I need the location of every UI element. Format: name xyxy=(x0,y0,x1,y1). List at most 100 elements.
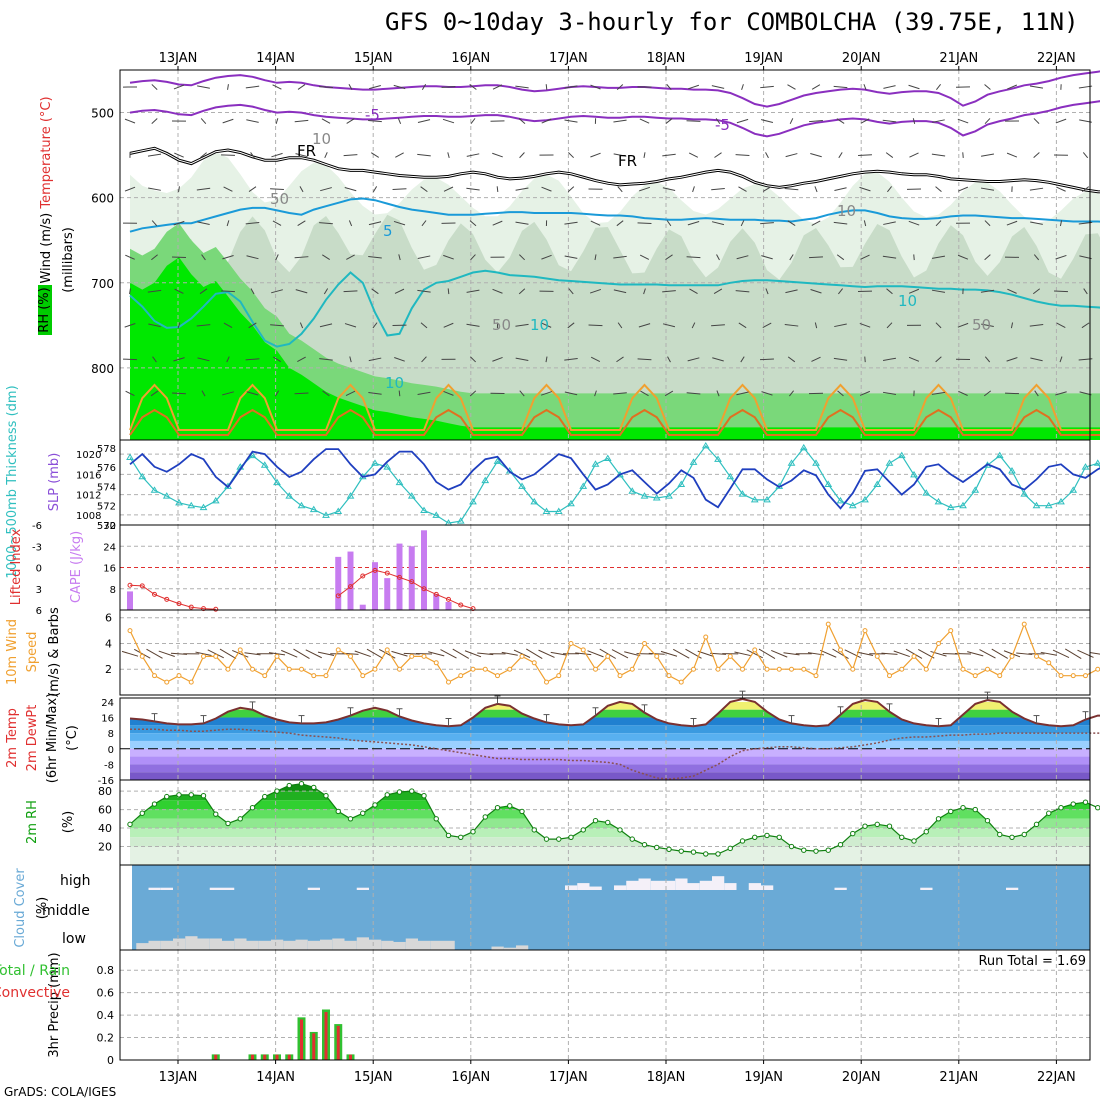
cape-bar xyxy=(372,562,378,610)
wind-speed-marker xyxy=(948,628,954,634)
wind-barb xyxy=(587,650,604,658)
rh-marker xyxy=(249,805,256,811)
wind-barb xyxy=(343,154,358,157)
wind-barb xyxy=(246,391,259,396)
temp-ylabel-1: 2m Temp xyxy=(5,708,20,768)
rh-marker xyxy=(592,817,599,824)
wind-barb xyxy=(147,153,162,157)
rh-marker xyxy=(176,792,182,798)
thickness-marker xyxy=(285,492,294,499)
thickness-tick-label: 578 xyxy=(97,444,116,455)
wind-barb xyxy=(905,648,923,659)
wind-barb xyxy=(760,119,774,124)
thickness-marker xyxy=(628,487,637,494)
wind-barb xyxy=(599,648,617,659)
wind-barb xyxy=(590,220,601,226)
rh-marker xyxy=(654,844,660,851)
cloud-cell xyxy=(1006,887,1019,890)
cape-bar xyxy=(433,594,440,610)
wind-barb xyxy=(152,356,157,363)
cloud-cell xyxy=(491,946,504,950)
wind-speed-marker xyxy=(764,666,770,672)
wind-speed-marker xyxy=(1083,673,1088,679)
wind-barb xyxy=(980,289,995,293)
wind-barb xyxy=(984,84,991,90)
contour-label: FR xyxy=(297,142,316,160)
freezing-level-core xyxy=(129,147,1100,193)
temp-minus10-contour xyxy=(129,70,1100,108)
wind-barb xyxy=(349,356,352,363)
rh-marker xyxy=(164,793,170,800)
rh-marker xyxy=(384,792,390,798)
wind-barb xyxy=(270,324,284,327)
precip-convective-bar xyxy=(275,1054,279,1060)
temp-ylabel-2: 2m DewPt xyxy=(25,705,40,772)
wind-barb xyxy=(324,152,328,159)
wind-barb xyxy=(447,152,450,159)
wind-barb xyxy=(856,651,874,656)
wind10m-panel: 2 4 6 10m Wind Speed (m/s) & Barbs xyxy=(5,607,1100,697)
precip-tick-label: 0 xyxy=(107,1054,114,1067)
wind-barb xyxy=(979,649,996,659)
wind-barb xyxy=(398,390,401,397)
wind-barb xyxy=(736,391,749,396)
wind-speed-marker xyxy=(519,653,525,659)
wind-barb xyxy=(420,322,428,329)
thickness-marker xyxy=(126,453,134,460)
cloud-cell xyxy=(185,936,198,950)
wind-barb xyxy=(515,187,529,191)
wind-speed-marker xyxy=(703,634,709,640)
thickness-marker xyxy=(456,517,465,524)
date-label-top: 21JAN xyxy=(939,51,978,66)
wind-speed-marker xyxy=(972,673,978,679)
cloud-panel: high middle low Cloud Cover (%) xyxy=(13,864,1091,951)
thickness-marker xyxy=(150,486,159,493)
wind-barb xyxy=(771,649,788,658)
wind-speed-marker xyxy=(1058,673,1064,679)
thickness-marker xyxy=(1093,459,1100,466)
wind-barb xyxy=(991,648,1009,659)
contour-label: -5 xyxy=(365,106,380,124)
wind-barb xyxy=(244,652,261,656)
wind-barb xyxy=(1082,152,1089,159)
wind-barb xyxy=(178,186,180,193)
wind-barb xyxy=(687,84,700,90)
wind-barb xyxy=(814,186,818,193)
wind-barb xyxy=(393,220,406,226)
cloud-ylabel: Cloud Cover xyxy=(13,868,28,948)
wind-speed-marker xyxy=(127,628,133,634)
wind-barb xyxy=(227,84,229,90)
wind-barb xyxy=(443,390,454,396)
rh-marker xyxy=(739,838,746,844)
wind-barb xyxy=(1005,392,1019,395)
temp-band xyxy=(130,740,1090,749)
wind-barb xyxy=(762,322,772,328)
wind-barb xyxy=(908,356,920,362)
wind-barb xyxy=(469,220,477,227)
wind-speed-marker xyxy=(409,653,415,659)
wind-speed-marker xyxy=(617,673,623,679)
cape-ylabel: CAPE (J/kg) xyxy=(69,531,84,603)
li-marker xyxy=(458,602,464,608)
date-label-bottom: 20JAN xyxy=(842,1070,881,1085)
wind-barb xyxy=(272,220,282,226)
wind-barb xyxy=(836,254,845,261)
date-label-bottom: 19JAN xyxy=(744,1070,783,1085)
wind-barb xyxy=(124,186,136,192)
wind-speed-marker xyxy=(593,666,598,672)
thickness-marker xyxy=(346,492,355,499)
rh-marker xyxy=(519,808,525,815)
rh-marker xyxy=(972,806,978,813)
rh-marker xyxy=(629,836,635,842)
wind-barb xyxy=(464,650,482,658)
rh-marker xyxy=(617,827,623,833)
wind-barb xyxy=(738,322,747,329)
rh-marker xyxy=(862,823,868,829)
thickness-marker xyxy=(579,482,588,489)
wind-barb xyxy=(250,152,255,159)
wind-barb xyxy=(466,289,480,293)
wind-barb xyxy=(124,323,136,328)
wind-barb xyxy=(957,118,969,124)
wind-barb xyxy=(417,119,431,123)
